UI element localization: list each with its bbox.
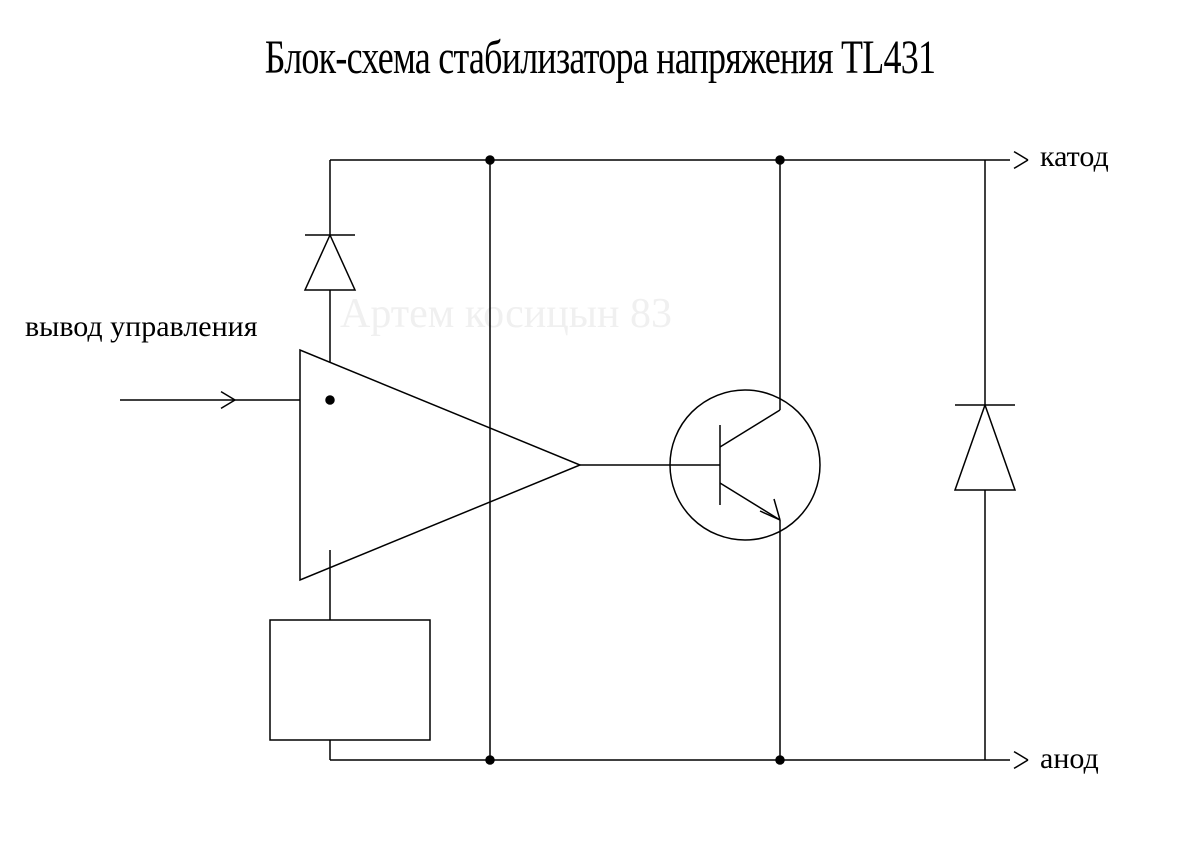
- circuit-diagram: [0, 0, 1200, 848]
